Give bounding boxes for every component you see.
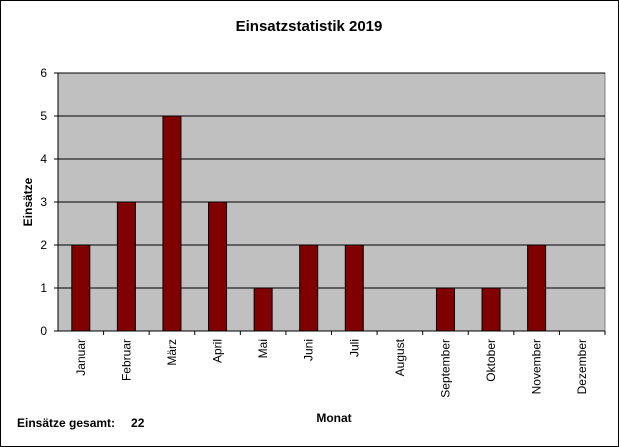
bar-juli [344,244,364,332]
gridlines [58,72,605,289]
y-tick-label: 0 [40,324,47,338]
x-tick-label: August [393,338,407,376]
x-tick-label: Juli [347,339,361,357]
y-tick-label: 3 [40,195,47,209]
x-tick-label: November [530,339,544,394]
bar-september [435,287,455,332]
bar-märz [162,115,182,332]
x-tick-label: Februar [119,339,133,381]
x-tick-label: Januar [74,339,88,376]
x-axis-label: Monat [316,411,351,425]
x-tick-label: Mai [256,339,270,358]
x-tick-label: Oktober [484,339,498,382]
chart-title: Einsatzstatistik 2019 [236,18,383,35]
x-tick-label: März [165,339,179,366]
y-tick-label: 5 [40,109,47,123]
bar-november [527,244,547,332]
y-tick-label: 4 [40,152,47,166]
total-label: Einsätze gesamt: [17,416,116,430]
y-tick-label: 2 [40,238,47,252]
bars [71,115,547,332]
bar-mai [253,287,273,332]
bar-oktober [481,287,501,332]
bar-januar [71,244,91,332]
bar-februar [116,201,136,332]
bar-april [208,201,228,332]
axes [54,72,606,335]
bar-juni [299,244,319,332]
y-tick-label: 1 [40,281,47,295]
x-tick-label: April [211,339,225,363]
x-tick-labels: Januar Februar März April Mai Juni Juli August S… [74,338,589,397]
total-summary: Einsätze gesamt: 22 [17,416,144,430]
y-tick-labels: 0 1 2 3 4 5 6 [40,66,47,338]
total-value: 22 [131,416,145,430]
y-tick-label: 6 [40,66,47,80]
y-axis-label: Einsätze [21,177,35,226]
x-tick-label: Dezember [575,339,589,394]
x-tick-label: Juni [302,339,316,361]
x-tick-label: September [438,339,452,398]
